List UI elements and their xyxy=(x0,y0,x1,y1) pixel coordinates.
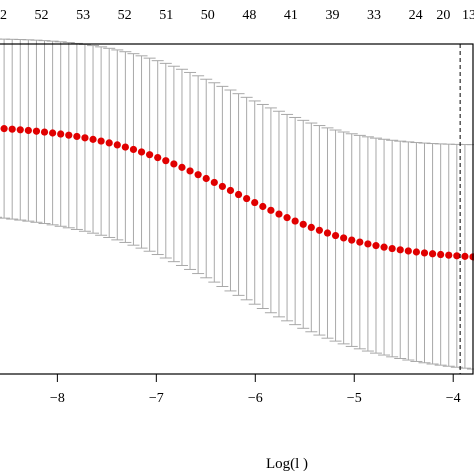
x-tick-label: −7 xyxy=(149,391,164,406)
top-axis-label: 51 xyxy=(159,8,173,23)
mean-point xyxy=(259,202,267,211)
x-axis-title: Log(l ) xyxy=(266,456,308,472)
mean-point xyxy=(129,145,138,154)
x-tick-label: −8 xyxy=(50,391,65,406)
mean-point xyxy=(186,167,194,175)
mean-point xyxy=(445,251,453,259)
mean-point xyxy=(356,238,364,246)
mean-point xyxy=(291,217,299,225)
x-axis-ticks: −8 −7 −6 −5 −4 xyxy=(50,374,461,406)
mean-point xyxy=(40,128,49,136)
mean-point xyxy=(154,153,162,162)
mean-point xyxy=(194,171,202,179)
mean-point xyxy=(283,214,291,222)
mean-point xyxy=(202,174,210,183)
mean-point xyxy=(89,135,97,143)
mean-point xyxy=(146,151,154,159)
mean-point xyxy=(388,244,396,253)
top-axis-label: 13 xyxy=(462,8,474,23)
mean-point xyxy=(24,126,32,135)
x-tick-label: −4 xyxy=(446,391,461,406)
mean-point xyxy=(404,247,412,255)
mean-point xyxy=(210,178,218,187)
mean-point xyxy=(113,141,121,149)
top-axis-label: 33 xyxy=(367,8,381,23)
mean-point xyxy=(49,129,57,137)
top-axis-labels: 52 52 53 52 51 50 48 41 39 33 24 20 13 xyxy=(0,8,474,23)
mean-point xyxy=(420,249,429,257)
mean-point xyxy=(8,125,16,133)
top-axis-label: 20 xyxy=(436,8,450,23)
top-axis-label: 39 xyxy=(325,8,339,23)
mean-point xyxy=(121,143,129,151)
mean-point xyxy=(267,206,275,214)
mean-point xyxy=(65,131,73,139)
mean-point xyxy=(412,248,421,256)
top-axis-label: 52 xyxy=(118,8,132,23)
mean-point xyxy=(396,246,404,254)
error-bars xyxy=(0,38,474,370)
mean-point xyxy=(170,160,178,168)
mean-point xyxy=(137,148,146,156)
mean-point xyxy=(81,134,89,142)
mean-point xyxy=(16,126,24,134)
mean-point xyxy=(105,139,113,147)
top-axis-label: 48 xyxy=(242,8,256,23)
mean-point xyxy=(275,210,283,218)
mean-point xyxy=(73,132,81,141)
mean-point xyxy=(162,157,170,165)
mean-point xyxy=(372,242,380,250)
mean-point xyxy=(218,182,226,191)
mean-point xyxy=(331,231,340,240)
mean-point xyxy=(364,240,372,248)
top-axis-label: 50 xyxy=(201,8,215,23)
mean-points xyxy=(0,125,474,261)
mean-point xyxy=(380,243,388,251)
mean-point xyxy=(461,252,469,260)
mean-point xyxy=(437,250,445,259)
mean-point xyxy=(348,236,356,244)
top-axis-label: 41 xyxy=(284,8,298,23)
mean-point xyxy=(243,194,251,203)
top-axis-label: 52 xyxy=(0,8,7,23)
mean-point xyxy=(340,234,348,242)
mean-point xyxy=(0,125,8,133)
mean-point xyxy=(323,229,332,237)
mean-point xyxy=(315,226,323,234)
mean-point xyxy=(428,250,437,258)
mean-point xyxy=(453,252,461,260)
top-axis-label: 24 xyxy=(409,8,423,23)
mean-point xyxy=(251,198,259,207)
mean-point xyxy=(234,190,243,199)
mean-point xyxy=(97,137,105,145)
x-tick-label: −5 xyxy=(347,391,362,406)
mean-point xyxy=(178,163,186,171)
mean-point xyxy=(57,130,65,138)
mean-point xyxy=(226,186,235,195)
x-tick-label: −6 xyxy=(248,391,263,406)
mean-point xyxy=(307,223,315,232)
plot-frame xyxy=(0,43,474,375)
mean-point xyxy=(32,127,41,135)
mean-point xyxy=(299,220,307,228)
top-axis-label: 52 xyxy=(35,8,49,23)
top-axis-label: 53 xyxy=(76,8,90,23)
